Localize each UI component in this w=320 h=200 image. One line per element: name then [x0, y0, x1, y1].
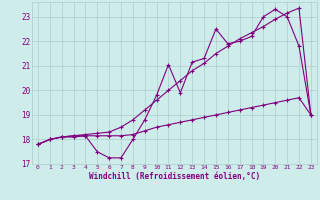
X-axis label: Windchill (Refroidissement éolien,°C): Windchill (Refroidissement éolien,°C) [89, 172, 260, 181]
